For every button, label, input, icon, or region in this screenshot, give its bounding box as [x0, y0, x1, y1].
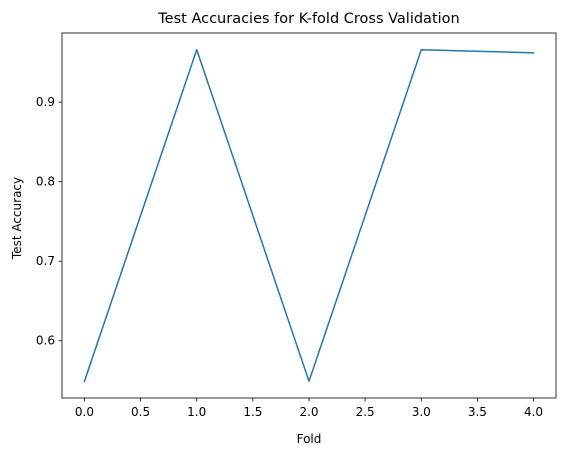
- chart-title: Test Accuracies for K-fold Cross Validat…: [157, 11, 459, 27]
- x-tick-label: 0.0: [75, 405, 94, 419]
- x-tick-label: 3.5: [468, 405, 487, 419]
- x-axis-label: Fold: [297, 432, 322, 446]
- series-line-0: [83, 48, 535, 383]
- x-tick-label: 0.5: [131, 405, 150, 419]
- y-tick-label: 0.6: [36, 334, 55, 348]
- x-tick-label: 4.0: [524, 405, 543, 419]
- x-tick-label: 2.0: [299, 405, 318, 419]
- y-axis-label: Test Accuracy: [10, 177, 24, 260]
- y-axis-ticks: 0.6 0.7 0.8 0.9: [36, 95, 62, 348]
- plot-frame: [61, 32, 557, 399]
- plot-area: [61, 32, 557, 399]
- x-tick-label: 3.0: [412, 405, 431, 419]
- x-axis-ticks: 0.0 0.5 1.0 1.5 2.0 2.5 3.0 3.5 4.0: [75, 398, 543, 419]
- y-tick-label: 0.9: [36, 95, 55, 109]
- x-tick-label: 1.5: [243, 405, 262, 419]
- x-tick-label: 1.0: [187, 405, 206, 419]
- y-tick-label: 0.8: [36, 175, 55, 189]
- x-tick-label: 2.5: [356, 405, 375, 419]
- y-tick-label: 0.7: [36, 254, 55, 268]
